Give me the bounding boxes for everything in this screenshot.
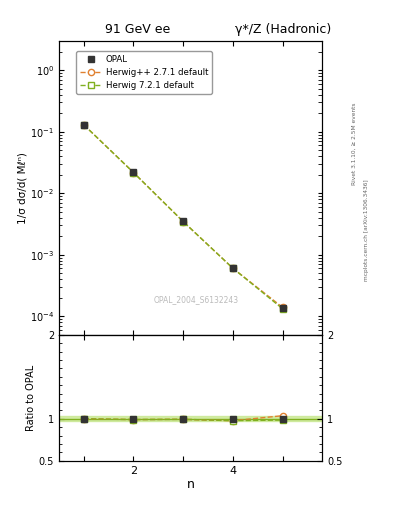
Text: mcplots.cern.ch [arXiv:1306.3436]: mcplots.cern.ch [arXiv:1306.3436] bbox=[364, 180, 369, 281]
Y-axis label: 1/σ dσ/d( Mℓⁿ): 1/σ dσ/d( Mℓⁿ) bbox=[17, 152, 27, 224]
Text: OPAL_2004_S6132243: OPAL_2004_S6132243 bbox=[153, 295, 239, 304]
Text: 91 GeV ee: 91 GeV ee bbox=[105, 23, 170, 36]
Text: γ*/Z (Hadronic): γ*/Z (Hadronic) bbox=[235, 23, 331, 36]
Text: Rivet 3.1.10, ≥ 2.5M events: Rivet 3.1.10, ≥ 2.5M events bbox=[352, 102, 357, 185]
Y-axis label: Ratio to OPAL: Ratio to OPAL bbox=[26, 365, 36, 431]
X-axis label: n: n bbox=[187, 478, 195, 492]
Bar bbox=[59, 416, 322, 421]
Legend: OPAL, Herwig++ 2.7.1 default, Herwig 7.2.1 default: OPAL, Herwig++ 2.7.1 default, Herwig 7.2… bbox=[76, 51, 212, 94]
